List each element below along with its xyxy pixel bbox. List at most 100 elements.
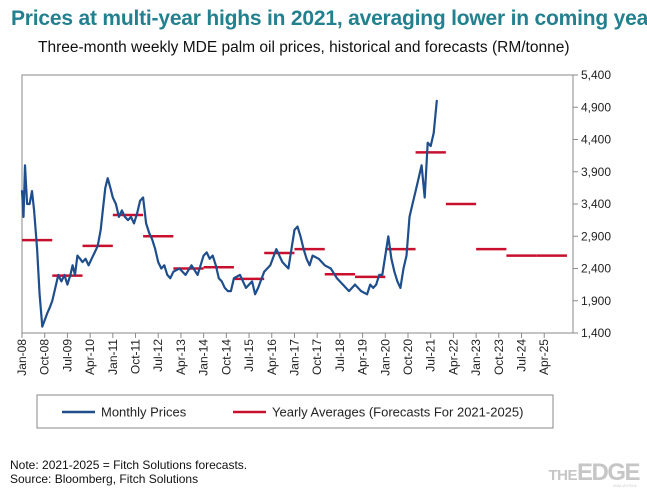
monthly-price-point bbox=[233, 277, 235, 279]
y-tick-label: 1,900 bbox=[581, 294, 611, 308]
x-tick-label: Apr-13 bbox=[174, 339, 188, 375]
monthly-price-point bbox=[46, 312, 48, 315]
monthly-price-point bbox=[79, 258, 81, 260]
monthly-price-point bbox=[190, 264, 193, 267]
monthly-price-point bbox=[245, 287, 247, 289]
monthly-price-point bbox=[74, 274, 76, 276]
monthly-price-point bbox=[112, 196, 114, 199]
monthly-price-point bbox=[99, 229, 102, 231]
monthly-price-point bbox=[211, 254, 214, 257]
monthly-price-point bbox=[51, 299, 54, 302]
monthly-price-point bbox=[157, 261, 160, 263]
monthly-price-point bbox=[317, 258, 320, 260]
monthly-price-point bbox=[426, 141, 429, 144]
monthly-price-point bbox=[417, 177, 420, 179]
monthly-price-point bbox=[254, 293, 256, 296]
monthly-price-point bbox=[57, 274, 60, 276]
monthly-price-point bbox=[390, 258, 393, 260]
monthly-price-point bbox=[429, 145, 432, 147]
x-tick-label: Apr-25 bbox=[537, 339, 551, 375]
chart-subtitle: Three-month weekly MDE palm oil prices, … bbox=[38, 39, 570, 56]
monthly-price-point bbox=[354, 283, 356, 286]
monthly-price-point bbox=[336, 277, 338, 279]
monthly-price-point bbox=[148, 232, 150, 234]
monthly-price-point bbox=[269, 264, 272, 267]
monthly-price-point bbox=[393, 270, 396, 273]
monthly-price-point bbox=[130, 216, 132, 218]
monthly-price-point bbox=[31, 190, 33, 192]
monthly-price-point bbox=[151, 238, 153, 241]
monthly-price-point bbox=[293, 229, 296, 231]
legend-label-monthly-prices: Monthly Prices bbox=[101, 405, 187, 420]
y-tick-label: 3,400 bbox=[581, 197, 611, 211]
legend-box bbox=[36, 394, 554, 429]
x-tick-label: Oct-08 bbox=[38, 339, 52, 375]
x-tick-label: Apr-16 bbox=[265, 339, 279, 375]
monthly-price-point bbox=[384, 254, 387, 257]
monthly-price-point bbox=[305, 258, 308, 260]
monthly-price-point bbox=[224, 287, 226, 289]
x-tick-label: Jan-08 bbox=[15, 339, 29, 376]
monthly-price-point bbox=[26, 203, 28, 205]
monthly-price-line bbox=[20, 99, 438, 328]
monthly-price-point bbox=[60, 280, 63, 283]
monthly-price-point bbox=[221, 280, 223, 283]
monthly-price-point bbox=[63, 274, 66, 276]
monthly-price-point bbox=[41, 325, 44, 328]
monthly-price-point bbox=[366, 293, 368, 296]
y-tick-label: 1,400 bbox=[581, 326, 611, 340]
y-tick-label: 5,400 bbox=[581, 68, 611, 82]
monthly-price-point bbox=[402, 267, 405, 270]
monthly-price-point bbox=[127, 219, 129, 221]
x-tick-label: Jul-15 bbox=[242, 339, 256, 372]
monthly-price-point bbox=[33, 209, 35, 212]
monthly-price-point bbox=[139, 199, 141, 202]
monthly-price-point bbox=[420, 164, 423, 167]
monthly-price-point bbox=[205, 251, 208, 254]
monthly-price-point bbox=[299, 235, 302, 238]
monthly-price-point bbox=[372, 287, 374, 289]
x-axis: Jan-08 Oct-08 Jul-09 Apr-10 Jan-11 Oct-11 Jul-… bbox=[15, 333, 551, 376]
x-tick-label: Jul-09 bbox=[60, 339, 74, 372]
monthly-price-point bbox=[145, 222, 147, 225]
monthly-price-point bbox=[184, 274, 187, 276]
monthly-price-point bbox=[311, 254, 314, 257]
x-tick-label: Apr-22 bbox=[446, 339, 460, 375]
monthly-price-point bbox=[96, 245, 99, 247]
monthly-price-point bbox=[87, 264, 90, 267]
the-edge-logo: THEEDGE bbox=[548, 459, 640, 486]
x-tick-label: Oct-14 bbox=[219, 339, 233, 375]
monthly-price-point bbox=[239, 274, 241, 276]
monthly-price-point bbox=[133, 222, 135, 225]
monthly-price-point bbox=[227, 290, 229, 292]
monthly-price-point bbox=[28, 203, 31, 205]
x-tick-label: Jul-24 bbox=[515, 339, 529, 372]
monthly-price-point bbox=[93, 251, 96, 254]
monthly-price-point bbox=[387, 235, 390, 238]
monthly-price-point bbox=[348, 290, 350, 292]
x-tick-label: Jul-18 bbox=[333, 339, 347, 372]
monthly-price-point bbox=[399, 287, 402, 289]
monthly-price-point bbox=[154, 248, 157, 250]
monthly-price-point bbox=[217, 277, 220, 279]
x-tick-label: Jan-23 bbox=[469, 339, 483, 376]
footer-notes: Note: 2021-2025 = Fitch Solutions foreca… bbox=[10, 458, 247, 486]
monthly-price-point bbox=[24, 164, 26, 167]
monthly-price-point bbox=[102, 209, 104, 212]
monthly-price-point bbox=[106, 177, 109, 179]
monthly-price-point bbox=[405, 254, 408, 257]
monthly-price-point bbox=[90, 258, 93, 260]
monthly-price-point bbox=[178, 267, 181, 270]
monthly-price-point bbox=[369, 283, 371, 286]
monthly-price-series bbox=[20, 99, 438, 328]
monthly-price-point bbox=[22, 216, 25, 218]
monthly-price-point bbox=[214, 264, 217, 267]
monthly-price-point bbox=[38, 293, 41, 296]
monthly-price-point bbox=[435, 100, 438, 102]
monthly-price-point bbox=[121, 209, 123, 212]
monthly-price-point bbox=[375, 283, 378, 286]
monthly-price-point bbox=[196, 274, 199, 276]
monthly-price-point bbox=[396, 280, 399, 283]
y-tick-label: 3,900 bbox=[581, 165, 611, 179]
